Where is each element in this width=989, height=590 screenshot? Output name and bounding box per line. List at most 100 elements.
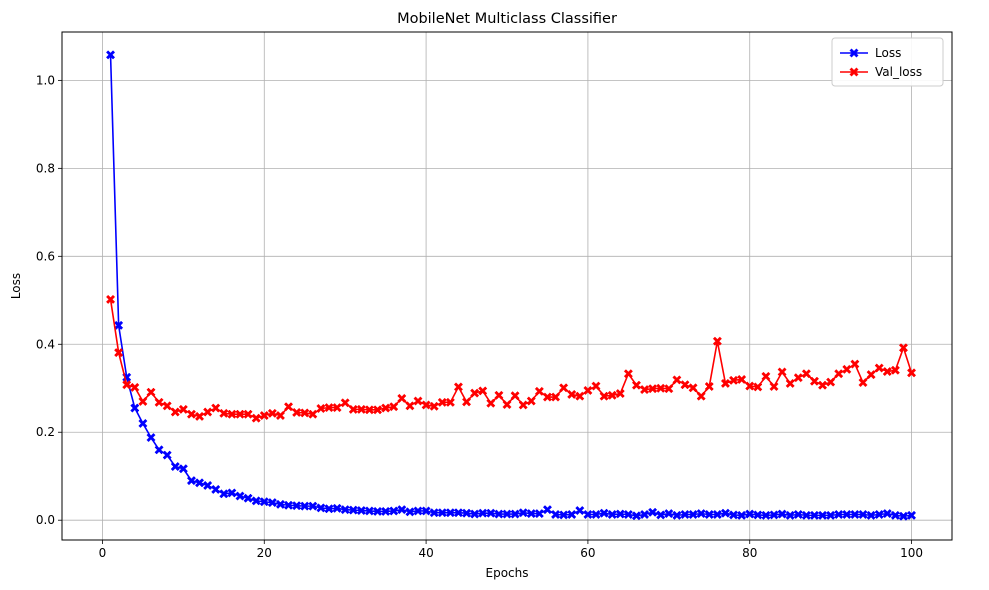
data-point-val-loss	[461, 397, 472, 407]
data-point-loss	[235, 491, 245, 501]
grid-lines	[62, 32, 952, 540]
x-tick-label: 100	[900, 546, 923, 560]
data-point-val-loss	[316, 403, 326, 414]
data-point-val-loss	[486, 398, 496, 408]
data-point-loss	[656, 510, 666, 520]
data-point-loss	[906, 510, 917, 520]
data-point-val-loss	[737, 374, 747, 385]
data-point-val-loss	[154, 397, 164, 407]
data-point-val-loss	[178, 404, 188, 414]
data-point-loss	[793, 509, 803, 520]
data-point-val-loss	[340, 398, 350, 408]
data-point-val-loss	[105, 294, 116, 304]
data-point-loss	[259, 497, 269, 507]
data-point-val-loss	[793, 373, 803, 383]
data-point-val-loss	[413, 396, 423, 406]
series-loss	[105, 50, 917, 521]
data-point-loss	[486, 508, 496, 518]
legend-marker	[849, 48, 859, 58]
x-tick-label: 80	[742, 546, 757, 560]
legend-box	[831, 37, 944, 87]
data-point-val-loss	[397, 393, 407, 403]
data-point-loss	[874, 509, 884, 520]
data-point-loss	[170, 461, 180, 472]
data-point-loss	[194, 478, 205, 488]
data-point-loss	[599, 508, 609, 518]
data-point-loss	[332, 503, 342, 513]
data-point-val-loss	[607, 390, 617, 400]
data-point-loss	[542, 505, 553, 515]
data-point-val-loss	[680, 380, 690, 390]
data-point-val-loss	[777, 367, 787, 377]
data-point-val-loss	[809, 376, 820, 386]
data-point-loss	[769, 510, 779, 520]
data-point-val-loss	[300, 408, 310, 418]
data-point-val-loss	[623, 369, 633, 379]
data-point-val-loss	[122, 380, 132, 390]
data-point-val-loss	[599, 391, 609, 401]
data-point-val-loss	[826, 377, 836, 387]
data-point-loss	[631, 511, 642, 521]
data-point-val-loss	[801, 369, 811, 379]
data-point-val-loss	[470, 388, 480, 398]
data-point-val-loss	[631, 380, 642, 390]
y-tick-label: 0.0	[36, 513, 55, 527]
data-point-val-loss	[898, 343, 909, 353]
data-point-loss	[138, 418, 148, 429]
x-tick-label: 60	[580, 546, 595, 560]
data-point-val-loss	[615, 388, 625, 399]
data-point-val-loss	[906, 368, 917, 378]
data-point-loss	[243, 493, 253, 503]
data-point-loss	[866, 510, 876, 520]
data-point-val-loss	[575, 391, 585, 401]
data-point-val-loss	[567, 389, 577, 399]
data-point-val-loss	[534, 386, 544, 396]
data-point-loss	[664, 509, 674, 519]
y-tick-label: 1.0	[36, 73, 55, 87]
data-point-val-loss	[275, 410, 286, 421]
data-point-val-loss	[389, 402, 399, 412]
data-point-val-loss	[850, 359, 860, 369]
y-axis-label: Loss	[9, 273, 23, 299]
data-point-loss	[737, 510, 747, 520]
data-point-loss	[203, 480, 213, 491]
data-point-loss	[623, 509, 633, 520]
data-point-val-loss	[162, 401, 172, 411]
data-point-val-loss	[146, 387, 156, 397]
legend-label: Loss	[875, 46, 901, 60]
data-point-loss	[162, 450, 172, 460]
data-point-loss	[470, 509, 480, 519]
data-point-loss	[882, 509, 892, 519]
series-layer	[105, 50, 917, 521]
data-point-val-loss	[381, 403, 391, 413]
data-point-val-loss	[769, 381, 779, 392]
data-point-loss	[567, 509, 577, 520]
data-point-val-loss	[130, 382, 140, 392]
data-point-loss	[826, 510, 836, 520]
y-tick-label: 0.8	[36, 161, 55, 175]
data-point-val-loss	[550, 392, 561, 402]
data-point-val-loss	[518, 400, 528, 410]
data-point-val-loss	[211, 403, 221, 413]
data-point-loss	[518, 508, 528, 518]
y-tick-label: 0.4	[36, 337, 55, 351]
legend-entry: Loss	[840, 46, 901, 60]
data-point-val-loss	[672, 375, 682, 385]
data-point-val-loss	[858, 377, 868, 388]
axis-ticks: 0 20 40 60 80 100 0.0 0.2 0.4 0.6 0.8 1.0	[36, 73, 923, 560]
data-point-val-loss	[728, 375, 739, 385]
data-point-loss	[316, 503, 326, 513]
x-tick-label: 40	[418, 546, 433, 560]
data-point-val-loss	[591, 381, 601, 391]
data-point-val-loss	[203, 407, 213, 417]
data-point-val-loss	[372, 405, 383, 415]
data-point-loss	[688, 509, 698, 520]
data-point-loss	[146, 432, 156, 443]
data-point-val-loss	[745, 381, 755, 391]
data-point-loss	[745, 509, 755, 519]
data-point-val-loss	[267, 408, 277, 418]
data-point-val-loss	[445, 397, 455, 407]
data-point-val-loss	[494, 390, 504, 400]
legend: Loss Val_loss	[831, 37, 944, 87]
